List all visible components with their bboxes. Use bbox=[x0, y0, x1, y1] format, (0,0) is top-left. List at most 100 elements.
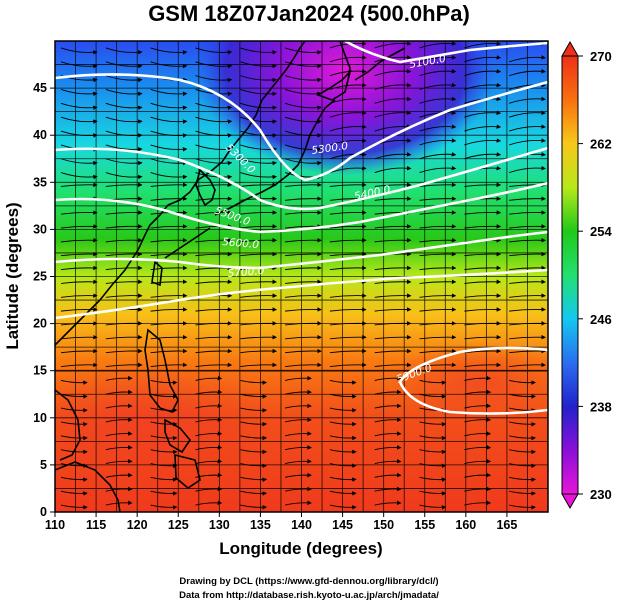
wind-vector bbox=[509, 165, 546, 174]
wind-vector bbox=[240, 393, 268, 399]
wind-vector bbox=[284, 500, 312, 506]
wind-vector bbox=[284, 75, 322, 83]
wind-vector bbox=[464, 348, 502, 354]
wind-vector bbox=[464, 403, 492, 409]
contour-label-5700: 5700.0 bbox=[227, 265, 265, 280]
wind-vector bbox=[195, 403, 223, 409]
wind-vector bbox=[419, 165, 457, 174]
wind-vector bbox=[285, 210, 322, 215]
wind-vector bbox=[150, 158, 188, 166]
wind-vector bbox=[374, 486, 402, 492]
wind-vector bbox=[285, 196, 322, 201]
wind-vector bbox=[105, 321, 143, 326]
wind-vector bbox=[60, 158, 98, 166]
wind-vector bbox=[464, 182, 502, 188]
wind-vector bbox=[105, 75, 143, 83]
wind-vector bbox=[150, 476, 178, 482]
wind-vector bbox=[150, 102, 188, 110]
wind-vector bbox=[329, 490, 357, 496]
wind-vector bbox=[240, 307, 278, 312]
wind-vector bbox=[105, 486, 133, 492]
wind-vector bbox=[509, 251, 546, 257]
wind-vector bbox=[464, 375, 492, 381]
wind-vector bbox=[195, 279, 233, 285]
wind-vector bbox=[419, 348, 457, 354]
wind-vector bbox=[464, 224, 502, 229]
x-tick-label: 130 bbox=[209, 518, 230, 532]
wind-vector bbox=[284, 89, 322, 97]
wind-vector bbox=[195, 486, 223, 492]
wind-vector bbox=[60, 476, 88, 482]
colorbar-ticks: 230 238 246 254 262 270 bbox=[578, 49, 612, 502]
wind-vector bbox=[150, 362, 188, 368]
warm-core-right bbox=[390, 340, 548, 420]
wind-vector bbox=[60, 102, 98, 110]
contour-5400 bbox=[55, 146, 548, 211]
wind-vector bbox=[419, 293, 457, 298]
coastline-indochina bbox=[55, 389, 81, 461]
wind-vector bbox=[195, 182, 233, 188]
wind-vector bbox=[419, 393, 447, 399]
coastline-luzon bbox=[144, 328, 179, 413]
wind-vector bbox=[329, 476, 357, 482]
x-tick-label: 115 bbox=[86, 518, 106, 532]
wind-vector bbox=[240, 421, 268, 427]
wind-vector bbox=[464, 251, 502, 257]
wind-vector bbox=[105, 403, 133, 409]
wind-vector bbox=[195, 321, 233, 326]
wind-vector bbox=[329, 449, 357, 455]
x-tick-label: 140 bbox=[291, 518, 312, 532]
coastline-korea bbox=[195, 168, 216, 207]
wind-vector bbox=[419, 362, 457, 368]
wind-vector bbox=[240, 449, 268, 455]
wind-vector bbox=[329, 55, 367, 63]
wind-vector bbox=[464, 210, 502, 215]
wind-vector bbox=[374, 152, 412, 160]
wind-vector bbox=[374, 403, 402, 409]
wind-vector bbox=[509, 504, 536, 510]
wind-vector bbox=[464, 500, 492, 506]
wind-vector bbox=[60, 362, 98, 368]
wind-vector bbox=[105, 279, 143, 285]
wind-vector bbox=[105, 431, 133, 437]
wind-vector bbox=[374, 445, 402, 451]
wind-vector bbox=[240, 348, 278, 354]
wind-vector bbox=[419, 476, 447, 482]
wind-vector bbox=[509, 362, 546, 368]
wind-vector bbox=[240, 47, 278, 55]
wind-vector bbox=[464, 124, 502, 132]
wind-vector bbox=[329, 68, 367, 77]
wind-vector bbox=[105, 102, 143, 110]
wind-vector bbox=[509, 265, 546, 271]
wind-vector bbox=[284, 47, 322, 55]
wind-vector bbox=[60, 182, 98, 188]
wind-vector bbox=[150, 421, 178, 427]
wind-vector bbox=[285, 307, 322, 312]
wind-vector bbox=[464, 472, 492, 478]
wind-vector bbox=[284, 389, 312, 395]
wind-vector bbox=[105, 116, 143, 124]
wind-vector bbox=[284, 431, 312, 437]
wind-vector bbox=[374, 321, 412, 326]
wind-vector bbox=[60, 348, 98, 354]
wind-vector bbox=[374, 458, 402, 464]
wind-vector bbox=[284, 417, 312, 423]
wind-vector bbox=[419, 504, 447, 510]
wind-vector bbox=[374, 362, 412, 368]
wind-vector bbox=[284, 472, 312, 478]
wind-vector bbox=[509, 449, 536, 455]
wind-vector bbox=[285, 279, 322, 285]
wind-vector bbox=[329, 463, 357, 469]
coastline-ryukyu bbox=[164, 227, 211, 259]
wind-vector bbox=[509, 393, 536, 399]
wind-vector bbox=[105, 130, 143, 138]
wind-vector bbox=[419, 55, 457, 63]
wind-vector bbox=[419, 182, 457, 188]
wind-vector bbox=[240, 61, 278, 69]
wind-vector bbox=[195, 500, 223, 506]
wind-vector bbox=[240, 321, 278, 326]
contour-5600 bbox=[55, 230, 548, 270]
wind-vector bbox=[150, 435, 178, 441]
wind-vector bbox=[464, 293, 502, 298]
wind-vector bbox=[195, 362, 233, 368]
